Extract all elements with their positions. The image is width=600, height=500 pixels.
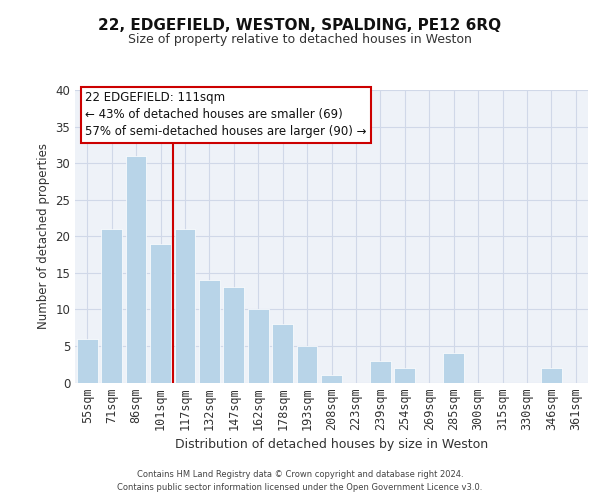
Y-axis label: Number of detached properties: Number of detached properties [37,143,50,329]
Text: Size of property relative to detached houses in Weston: Size of property relative to detached ho… [128,32,472,46]
Bar [296,346,317,383]
Bar [443,353,464,382]
Bar [199,280,220,382]
Bar [272,324,293,382]
Text: 22 EDGEFIELD: 111sqm
← 43% of detached houses are smaller (69)
57% of semi-detac: 22 EDGEFIELD: 111sqm ← 43% of detached h… [85,92,367,138]
Bar [248,310,269,382]
Bar [541,368,562,382]
Bar [394,368,415,382]
X-axis label: Distribution of detached houses by size in Weston: Distribution of detached houses by size … [175,438,488,452]
Bar [77,338,98,382]
Bar [125,156,146,382]
Bar [150,244,171,382]
Bar [101,229,122,382]
Bar [175,229,196,382]
Text: 22, EDGEFIELD, WESTON, SPALDING, PE12 6RQ: 22, EDGEFIELD, WESTON, SPALDING, PE12 6R… [98,18,502,32]
Bar [321,375,342,382]
Bar [370,360,391,382]
Text: Contains HM Land Registry data © Crown copyright and database right 2024.
Contai: Contains HM Land Registry data © Crown c… [118,470,482,492]
Bar [223,288,244,382]
